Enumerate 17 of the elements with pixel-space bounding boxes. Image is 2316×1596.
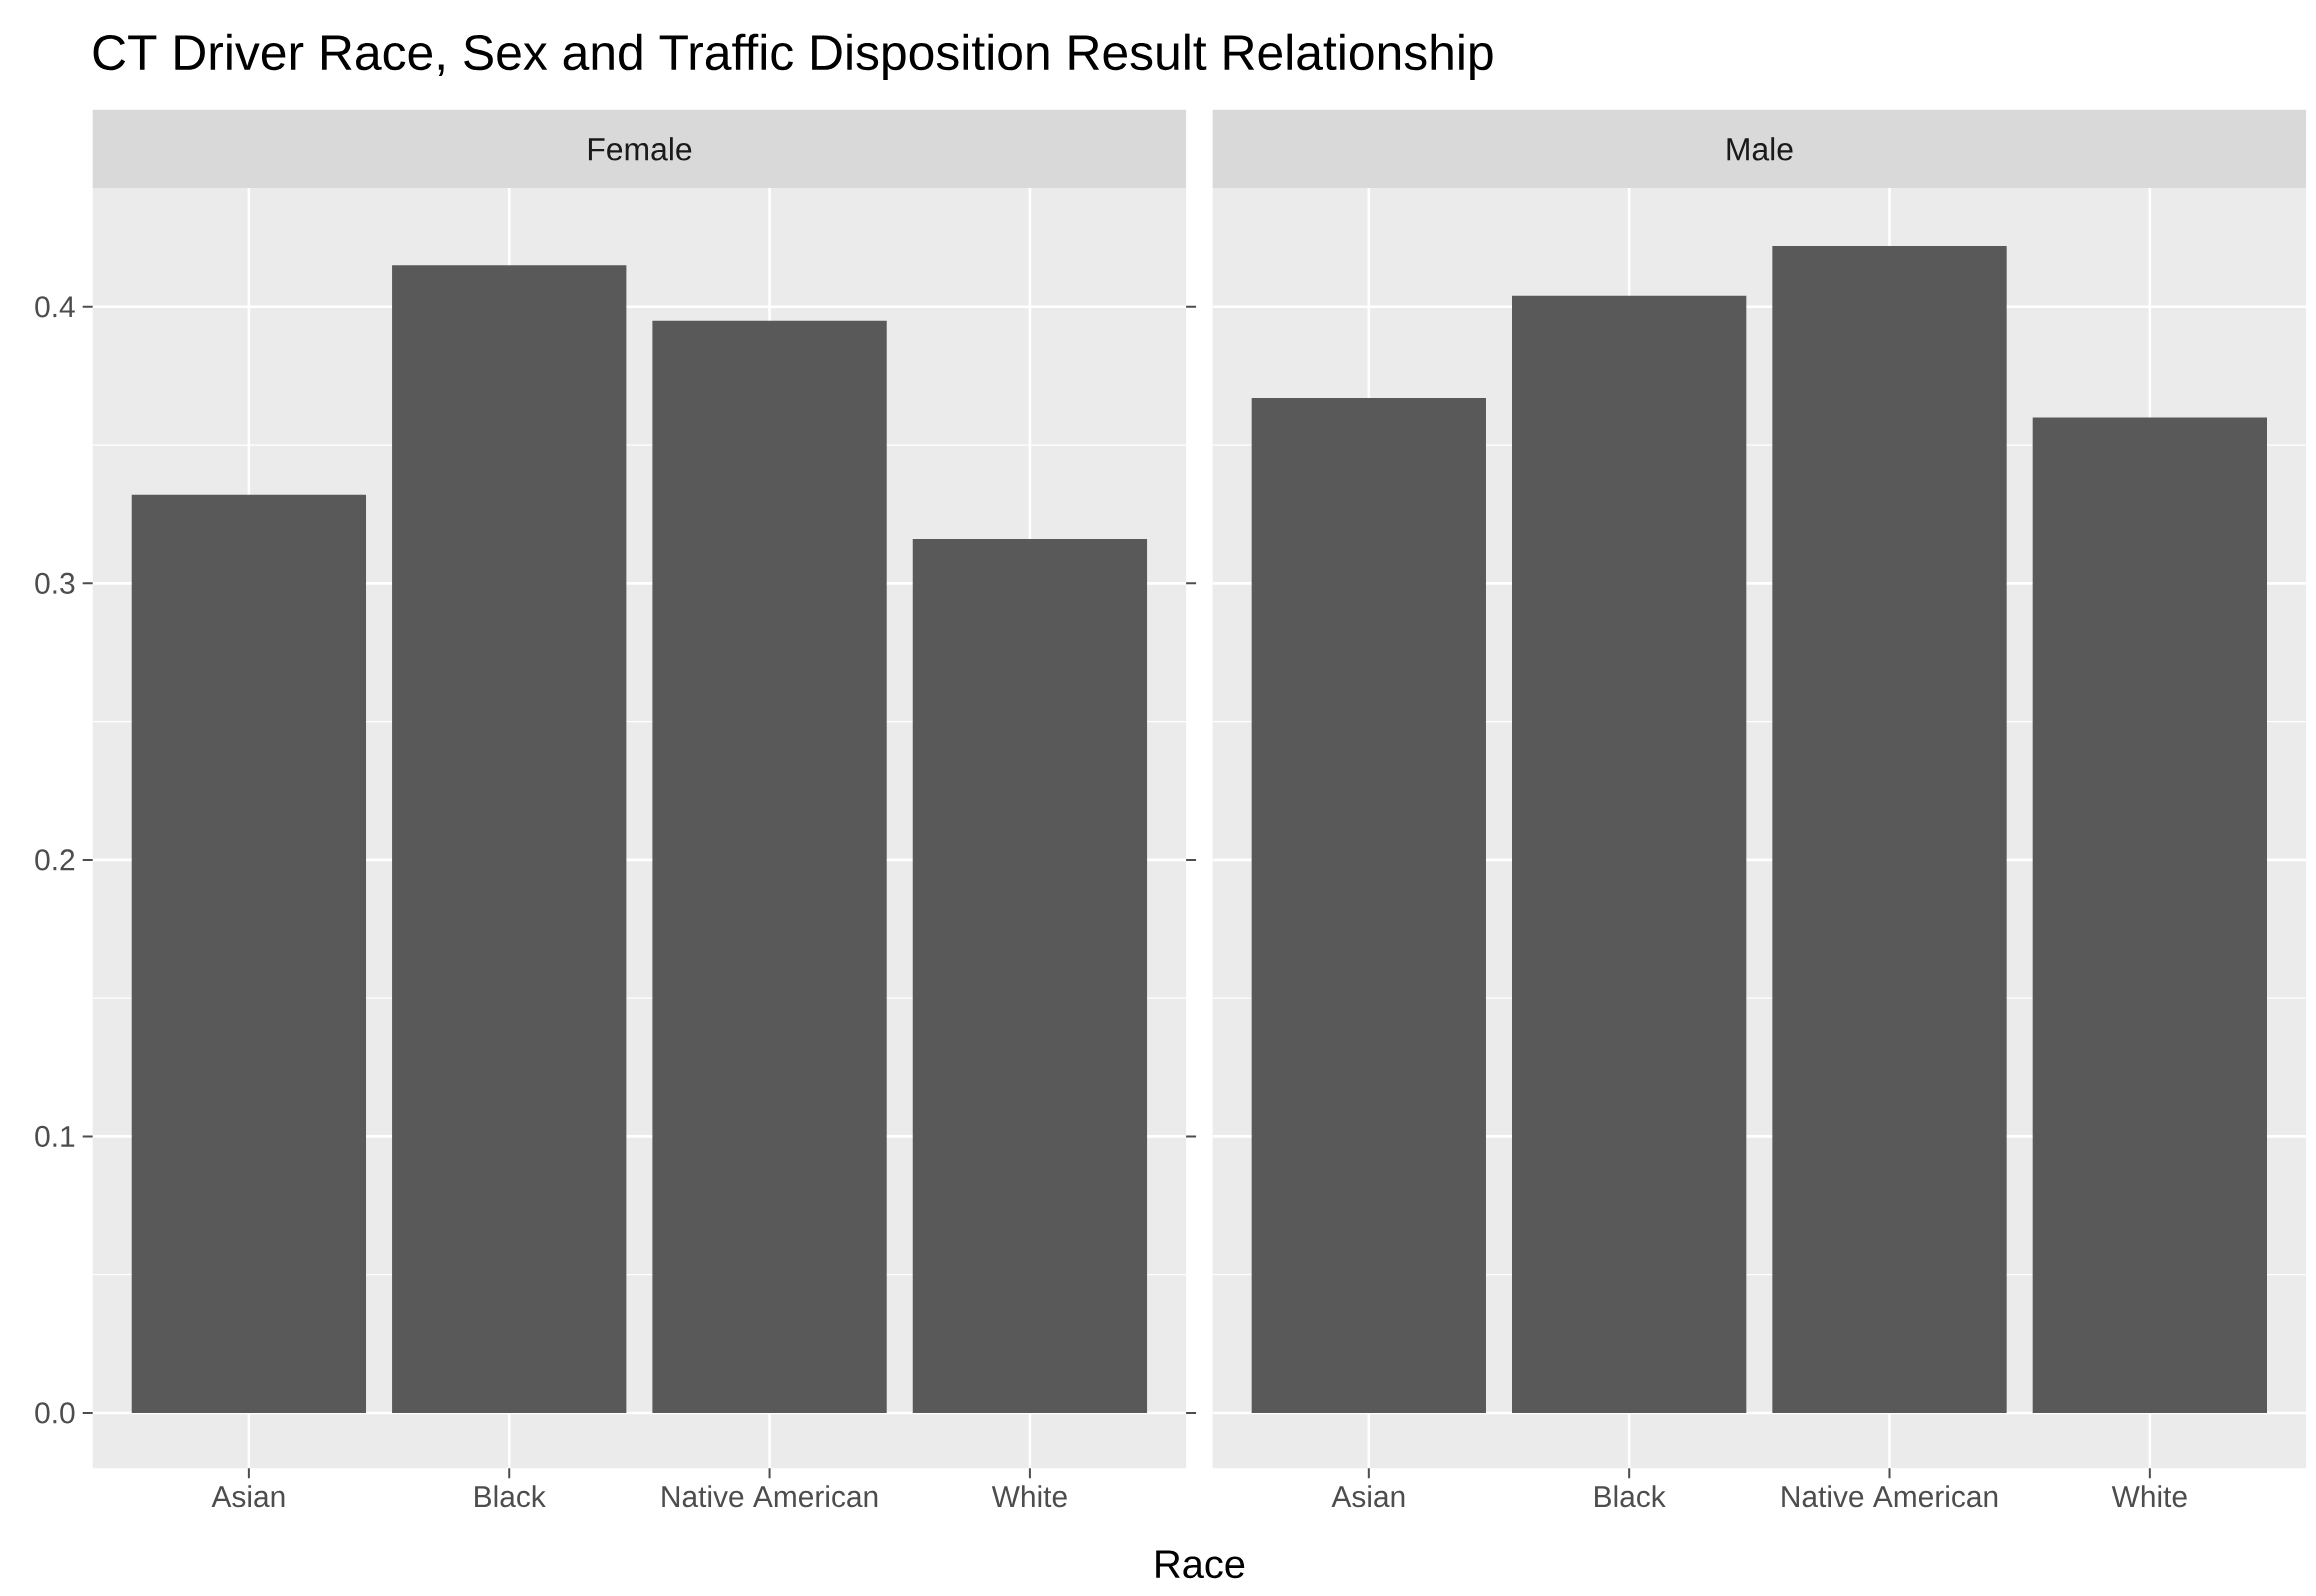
x-axis-title: Race xyxy=(1156,1550,1245,1579)
x-tick-label: Black xyxy=(475,1485,546,1508)
x-tick-label: White xyxy=(2111,1485,2187,1508)
y-tick-label: 0.4 xyxy=(35,296,75,318)
y-tick-label: 0.2 xyxy=(35,849,75,871)
y-tick-label: 0.3 xyxy=(35,572,75,594)
text: CT Driver Race, Sex and Traffic Disposition Result Relationship xyxy=(93,33,1493,80)
x-tick-label: Asian xyxy=(1331,1485,1405,1508)
x-tick-label: Native American xyxy=(1782,1485,1998,1508)
y-tick-label: 0.1 xyxy=(35,1125,75,1147)
chart-title: Female xyxy=(588,137,692,161)
y-tick-label: 0.0 xyxy=(35,1402,75,1424)
chart-title: Male xyxy=(1727,137,1793,161)
x-tick-label: Black xyxy=(1595,1485,1666,1508)
x-tick-label: Asian xyxy=(211,1485,285,1508)
x-tick-label: Native American xyxy=(662,1485,878,1508)
x-tick-label: White xyxy=(991,1485,1067,1508)
